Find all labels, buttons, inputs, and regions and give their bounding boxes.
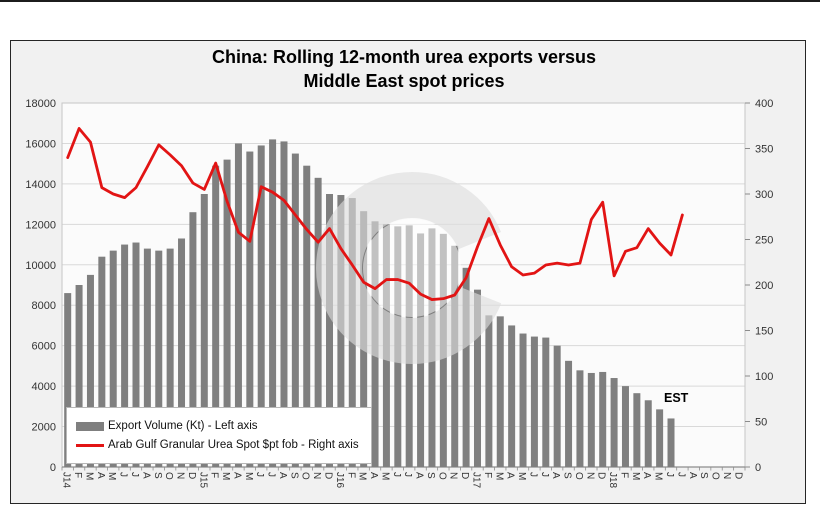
svg-text:J17: J17 — [470, 472, 481, 489]
top-border-line — [0, 0, 820, 2]
svg-text:J: J — [118, 472, 129, 477]
svg-text:O: O — [573, 472, 584, 480]
svg-text:M: M — [516, 472, 527, 480]
est-label: EST — [664, 391, 689, 405]
svg-text:A: A — [368, 472, 379, 479]
svg-text:350: 350 — [755, 144, 773, 156]
svg-text:S: S — [288, 472, 299, 479]
svg-text:N: N — [448, 472, 459, 479]
svg-text:F: F — [72, 472, 83, 478]
svg-text:F: F — [618, 472, 629, 478]
svg-text:O: O — [436, 472, 447, 480]
chart-title: China: Rolling 12-month urea exports ver… — [62, 45, 746, 94]
svg-text:D: D — [596, 472, 607, 479]
svg-text:J16: J16 — [334, 472, 345, 489]
svg-text:M: M — [220, 472, 231, 480]
svg-text:F: F — [345, 472, 356, 478]
chart-title-line1: China: Rolling 12-month urea exports ver… — [211, 47, 597, 67]
line-swatch-icon — [76, 443, 104, 447]
svg-text:M: M — [357, 472, 368, 480]
svg-text:M: M — [106, 472, 117, 480]
svg-text:F: F — [209, 472, 220, 478]
svg-text:D: D — [459, 472, 470, 479]
svg-text:J: J — [391, 472, 402, 477]
svg-text:A: A — [414, 472, 425, 479]
legend-label-spot-price: Arab Gulf Granular Urea Spot $pt fob - R… — [108, 439, 359, 451]
chart-title-line2: Middle East spot prices — [303, 71, 505, 92]
svg-text:14000: 14000 — [25, 179, 56, 191]
svg-text:N: N — [584, 472, 595, 479]
svg-text:16000: 16000 — [25, 138, 56, 150]
svg-text:S: S — [562, 472, 573, 479]
svg-text:A: A — [231, 472, 242, 479]
svg-text:N: N — [721, 472, 732, 479]
svg-text:300: 300 — [755, 189, 773, 201]
svg-text:J: J — [254, 472, 265, 477]
svg-text:M: M — [630, 472, 641, 480]
svg-text:200: 200 — [755, 280, 773, 292]
legend-item-spot-price: Arab Gulf Granular Urea Spot $pt fob - R… — [76, 439, 371, 451]
svg-text:S: S — [698, 472, 709, 479]
svg-text:S: S — [425, 472, 436, 479]
svg-text:J: J — [539, 472, 550, 477]
svg-text:D: D — [732, 472, 743, 479]
legend-item-export-volume: Export Volume (Kt) - Left axis — [76, 420, 371, 432]
svg-text:J: J — [129, 472, 140, 477]
bar-swatch-icon — [76, 421, 104, 431]
svg-text:M: M — [653, 472, 664, 480]
svg-text:N: N — [311, 472, 322, 479]
svg-text:J14: J14 — [61, 472, 72, 489]
svg-text:J: J — [664, 472, 675, 477]
svg-text:J: J — [402, 472, 413, 477]
svg-text:J18: J18 — [607, 472, 618, 489]
svg-text:J: J — [266, 472, 277, 477]
svg-text:M: M — [379, 472, 390, 480]
svg-text:100: 100 — [755, 371, 773, 383]
svg-text:0: 0 — [755, 462, 761, 474]
svg-text:J15: J15 — [197, 472, 208, 489]
svg-text:250: 250 — [755, 235, 773, 247]
svg-text:O: O — [300, 472, 311, 480]
svg-text:A: A — [641, 472, 652, 479]
svg-text:2000: 2000 — [32, 422, 56, 434]
svg-text:M: M — [493, 472, 504, 480]
svg-text:D: D — [323, 472, 334, 479]
svg-text:S: S — [152, 472, 163, 479]
svg-text:O: O — [710, 472, 721, 480]
svg-text:A: A — [95, 472, 106, 479]
svg-text:12000: 12000 — [25, 219, 56, 231]
svg-text:10000: 10000 — [25, 260, 56, 272]
svg-text:8000: 8000 — [32, 300, 56, 312]
svg-text:N: N — [175, 472, 186, 479]
svg-text:A: A — [140, 472, 151, 479]
svg-text:A: A — [687, 472, 698, 479]
svg-text:400: 400 — [755, 98, 773, 110]
spot-price-line — [66, 127, 684, 301]
svg-text:18000: 18000 — [25, 98, 56, 110]
svg-text:J: J — [527, 472, 538, 477]
svg-text:6000: 6000 — [32, 341, 56, 353]
svg-text:A: A — [550, 472, 561, 479]
svg-text:4000: 4000 — [32, 381, 56, 393]
svg-text:A: A — [505, 472, 516, 479]
svg-text:D: D — [186, 472, 197, 479]
legend-label-export-volume: Export Volume (Kt) - Left axis — [108, 420, 258, 432]
svg-text:F: F — [482, 472, 493, 478]
svg-text:0: 0 — [50, 462, 56, 474]
svg-text:50: 50 — [755, 417, 767, 429]
svg-text:A: A — [277, 472, 288, 479]
svg-text:M: M — [243, 472, 254, 480]
svg-text:M: M — [83, 472, 94, 480]
watermark-logo — [316, 172, 508, 364]
svg-text:O: O — [163, 472, 174, 480]
svg-text:J: J — [675, 472, 686, 477]
svg-text:150: 150 — [755, 326, 773, 338]
legend: Export Volume (Kt) - Left axis Arab Gulf… — [66, 407, 372, 464]
